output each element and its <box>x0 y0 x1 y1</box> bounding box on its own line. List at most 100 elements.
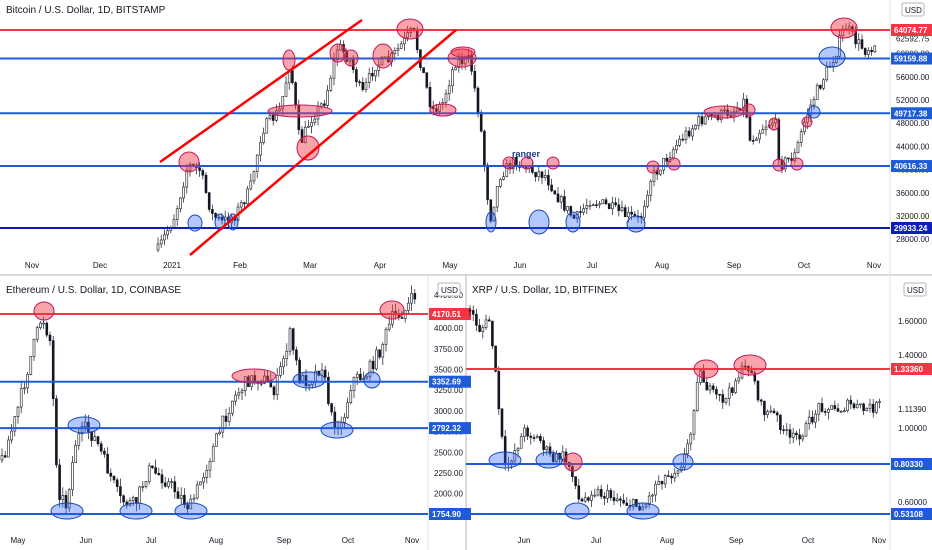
btc-annotation-text: ranger <box>512 149 541 159</box>
btc-chart-panel[interactable]: Bitcoin / U.S. Dollar, 1D, BITSTAMP rang… <box>0 2 932 270</box>
candle-body <box>128 500 132 506</box>
candle-body <box>796 142 800 154</box>
candle-body <box>425 72 429 88</box>
price-label-bg <box>429 422 471 435</box>
x-tick-label: Apr <box>374 261 387 270</box>
resistance-marker <box>693 359 719 379</box>
candle-body <box>313 118 317 123</box>
btc-price-axis[interactable]: 62592.7560000.0056000.0052000.0048000.00… <box>896 35 930 245</box>
candle-body <box>410 293 413 304</box>
svg-text:USD: USD <box>905 6 922 15</box>
candle-body <box>243 376 247 391</box>
candle-body <box>182 186 185 199</box>
candle-body <box>665 157 669 162</box>
btc-time-axis[interactable]: Nov Dec 2021 Feb Mar Apr May Jun Jul Aug Sep Oct Nov <box>25 261 881 270</box>
eth-levels <box>0 313 428 515</box>
candle-body <box>358 81 361 84</box>
price-label: 1.33360 <box>894 365 923 374</box>
candle-body <box>825 66 829 81</box>
btc-candles <box>156 22 877 253</box>
xrp-price-axis[interactable]: 1.60000 1.40000 1.11390 1.00000 0.60000 <box>898 317 927 507</box>
price-label: 64074.77 <box>894 26 928 35</box>
candle-body <box>788 429 792 438</box>
x-tick-label: Jun <box>518 536 531 545</box>
candle-body <box>737 377 741 382</box>
candle-body <box>163 482 167 487</box>
btc-currency-badge[interactable]: USD <box>901 2 925 17</box>
candle-body <box>601 199 605 205</box>
y-tick-label: 36000.00 <box>896 189 930 198</box>
candle-body <box>827 409 830 413</box>
candle-body <box>548 446 552 455</box>
price-label: 29933.24 <box>894 224 928 233</box>
candle-body <box>822 79 825 89</box>
candle-body <box>279 366 282 376</box>
candle-body <box>630 211 633 215</box>
resistance-marker <box>379 300 405 320</box>
candle-body <box>718 393 721 396</box>
resistance-marker <box>667 157 681 171</box>
candle-body <box>355 373 359 378</box>
candle-body <box>384 328 388 345</box>
candle-body <box>849 399 853 405</box>
candle-body <box>750 370 753 374</box>
candle-body <box>295 349 298 361</box>
candle-body <box>761 129 765 134</box>
eth-currency-badge[interactable]: USD <box>437 282 461 297</box>
price-label-bg <box>891 508 932 520</box>
candle-body <box>243 202 246 205</box>
price-label: 0.53108 <box>894 510 923 519</box>
candle-body <box>705 382 709 391</box>
resistance-marker <box>502 156 516 170</box>
xrp-time-axis[interactable]: Jun Jul Aug Sep Oct Nov <box>518 536 887 545</box>
candle-body <box>400 317 404 319</box>
eth-time-axis[interactable]: May Jun Jul Aug Sep Oct Nov <box>10 536 419 545</box>
candle-body <box>811 416 814 423</box>
candle-body <box>615 498 619 502</box>
candle-body <box>577 485 581 500</box>
support-marker <box>535 451 563 469</box>
candle-body <box>39 322 42 328</box>
candle-body <box>220 216 224 221</box>
candle-body <box>93 436 97 441</box>
candle-body <box>87 421 90 432</box>
candle-body <box>447 85 451 95</box>
eth-price-axis[interactable]: 4400.004000.003750.003500.003250.003000.… <box>434 291 463 499</box>
candle-body <box>599 489 603 497</box>
candle-body <box>179 494 183 499</box>
candle-body <box>731 387 734 393</box>
candle-body <box>495 186 499 208</box>
price-label: 1754.90 <box>432 510 461 519</box>
candle-body <box>692 410 696 435</box>
candle-body <box>551 453 555 462</box>
resistance-marker <box>447 48 477 68</box>
candle-body <box>10 430 13 441</box>
xrp-currency-badge[interactable]: USD <box>903 282 927 297</box>
candle-body <box>323 103 326 106</box>
candle-body <box>475 313 478 326</box>
candle-body <box>263 375 266 384</box>
candle-body <box>791 432 795 438</box>
support-marker <box>363 371 381 389</box>
candle-body <box>300 129 304 143</box>
candle-body <box>330 403 333 413</box>
support-marker <box>626 215 646 233</box>
candle-body <box>217 216 221 219</box>
candle-body <box>51 340 55 399</box>
xrp-chart-panel[interactable]: XRP / U.S. Dollar, 1D, BITFINEX 1.600001… <box>466 282 932 545</box>
candle-body <box>291 328 295 351</box>
candle-body <box>526 427 529 437</box>
candle-body <box>64 495 68 509</box>
candle-body <box>851 26 854 32</box>
candle-body <box>687 130 691 137</box>
candle-body <box>534 172 537 178</box>
candle-body <box>199 481 202 486</box>
candle-body <box>675 144 678 151</box>
candle-body <box>71 462 74 491</box>
candle-body <box>836 408 840 412</box>
candle-body <box>659 169 662 175</box>
y-tick-label: 2250.00 <box>434 469 463 478</box>
x-tick-label: 2021 <box>163 261 181 270</box>
candle-body <box>147 465 151 482</box>
eth-chart-panel[interactable]: Ethereum / U.S. Dollar, 1D, COINBASE 440… <box>0 282 471 545</box>
